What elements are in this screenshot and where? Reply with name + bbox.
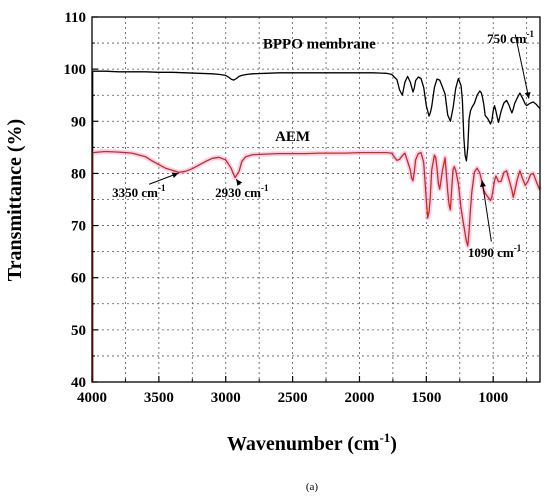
annotation-arrowhead xyxy=(480,180,486,188)
plot-frame xyxy=(91,16,541,383)
annotation-arrowhead xyxy=(236,179,243,186)
y-tick-label: 80 xyxy=(71,166,86,182)
figure-caption: (a) xyxy=(306,481,319,493)
annotation-arrow xyxy=(481,180,492,242)
x-tick-label: 1000 xyxy=(478,390,508,406)
x-tick-label: 3000 xyxy=(211,390,241,406)
y-tick-label: 40 xyxy=(71,375,86,391)
grid-lines xyxy=(92,17,540,382)
series-line-aem xyxy=(92,150,541,247)
x-tick-label: 4000 xyxy=(77,390,107,406)
plot-lines xyxy=(92,70,543,382)
peak-annotations: 3350 cm-1 2930 cm-1 1090 cm-1 750 cm-1 xyxy=(112,29,534,260)
series-label: BPPO membrane xyxy=(263,36,376,52)
y-tick-label: 60 xyxy=(71,271,86,287)
y-tick-label: 100 xyxy=(64,62,87,78)
annotation-arrowhead xyxy=(524,91,531,99)
peak-label: 750 cm-1 xyxy=(487,29,534,46)
peak-label: 3350 cm-1 xyxy=(112,183,166,200)
y-axis-title: Transmittance (%) xyxy=(4,119,26,281)
axis-ticks: 4000 3500 3000 2500 2000 1500 1000 40 50 60 70 80 90… xyxy=(64,10,528,406)
y-tick-label: 50 xyxy=(71,323,86,339)
x-tick-label: 1500 xyxy=(411,390,441,406)
x-tick-label: 3500 xyxy=(144,390,174,406)
peak-label: 2930 cm-1 xyxy=(215,183,269,200)
annotation-arrow xyxy=(514,34,530,99)
y-tick-label: 110 xyxy=(64,10,86,26)
x-tick-label: 2500 xyxy=(278,390,308,406)
series-label: AEM xyxy=(275,129,310,145)
y-tick-label: 70 xyxy=(71,219,86,235)
series-line-bppo xyxy=(92,70,541,162)
x-tick-label: 2000 xyxy=(344,390,374,406)
series-labels: BPPO membrane AEM xyxy=(263,36,376,145)
annotation-arrowhead xyxy=(171,172,179,179)
y-tick-label: 90 xyxy=(71,114,86,130)
x-axis-title: Wavenumber (cm-1) xyxy=(227,430,397,455)
peak-label: 1090 cm-1 xyxy=(468,243,522,260)
